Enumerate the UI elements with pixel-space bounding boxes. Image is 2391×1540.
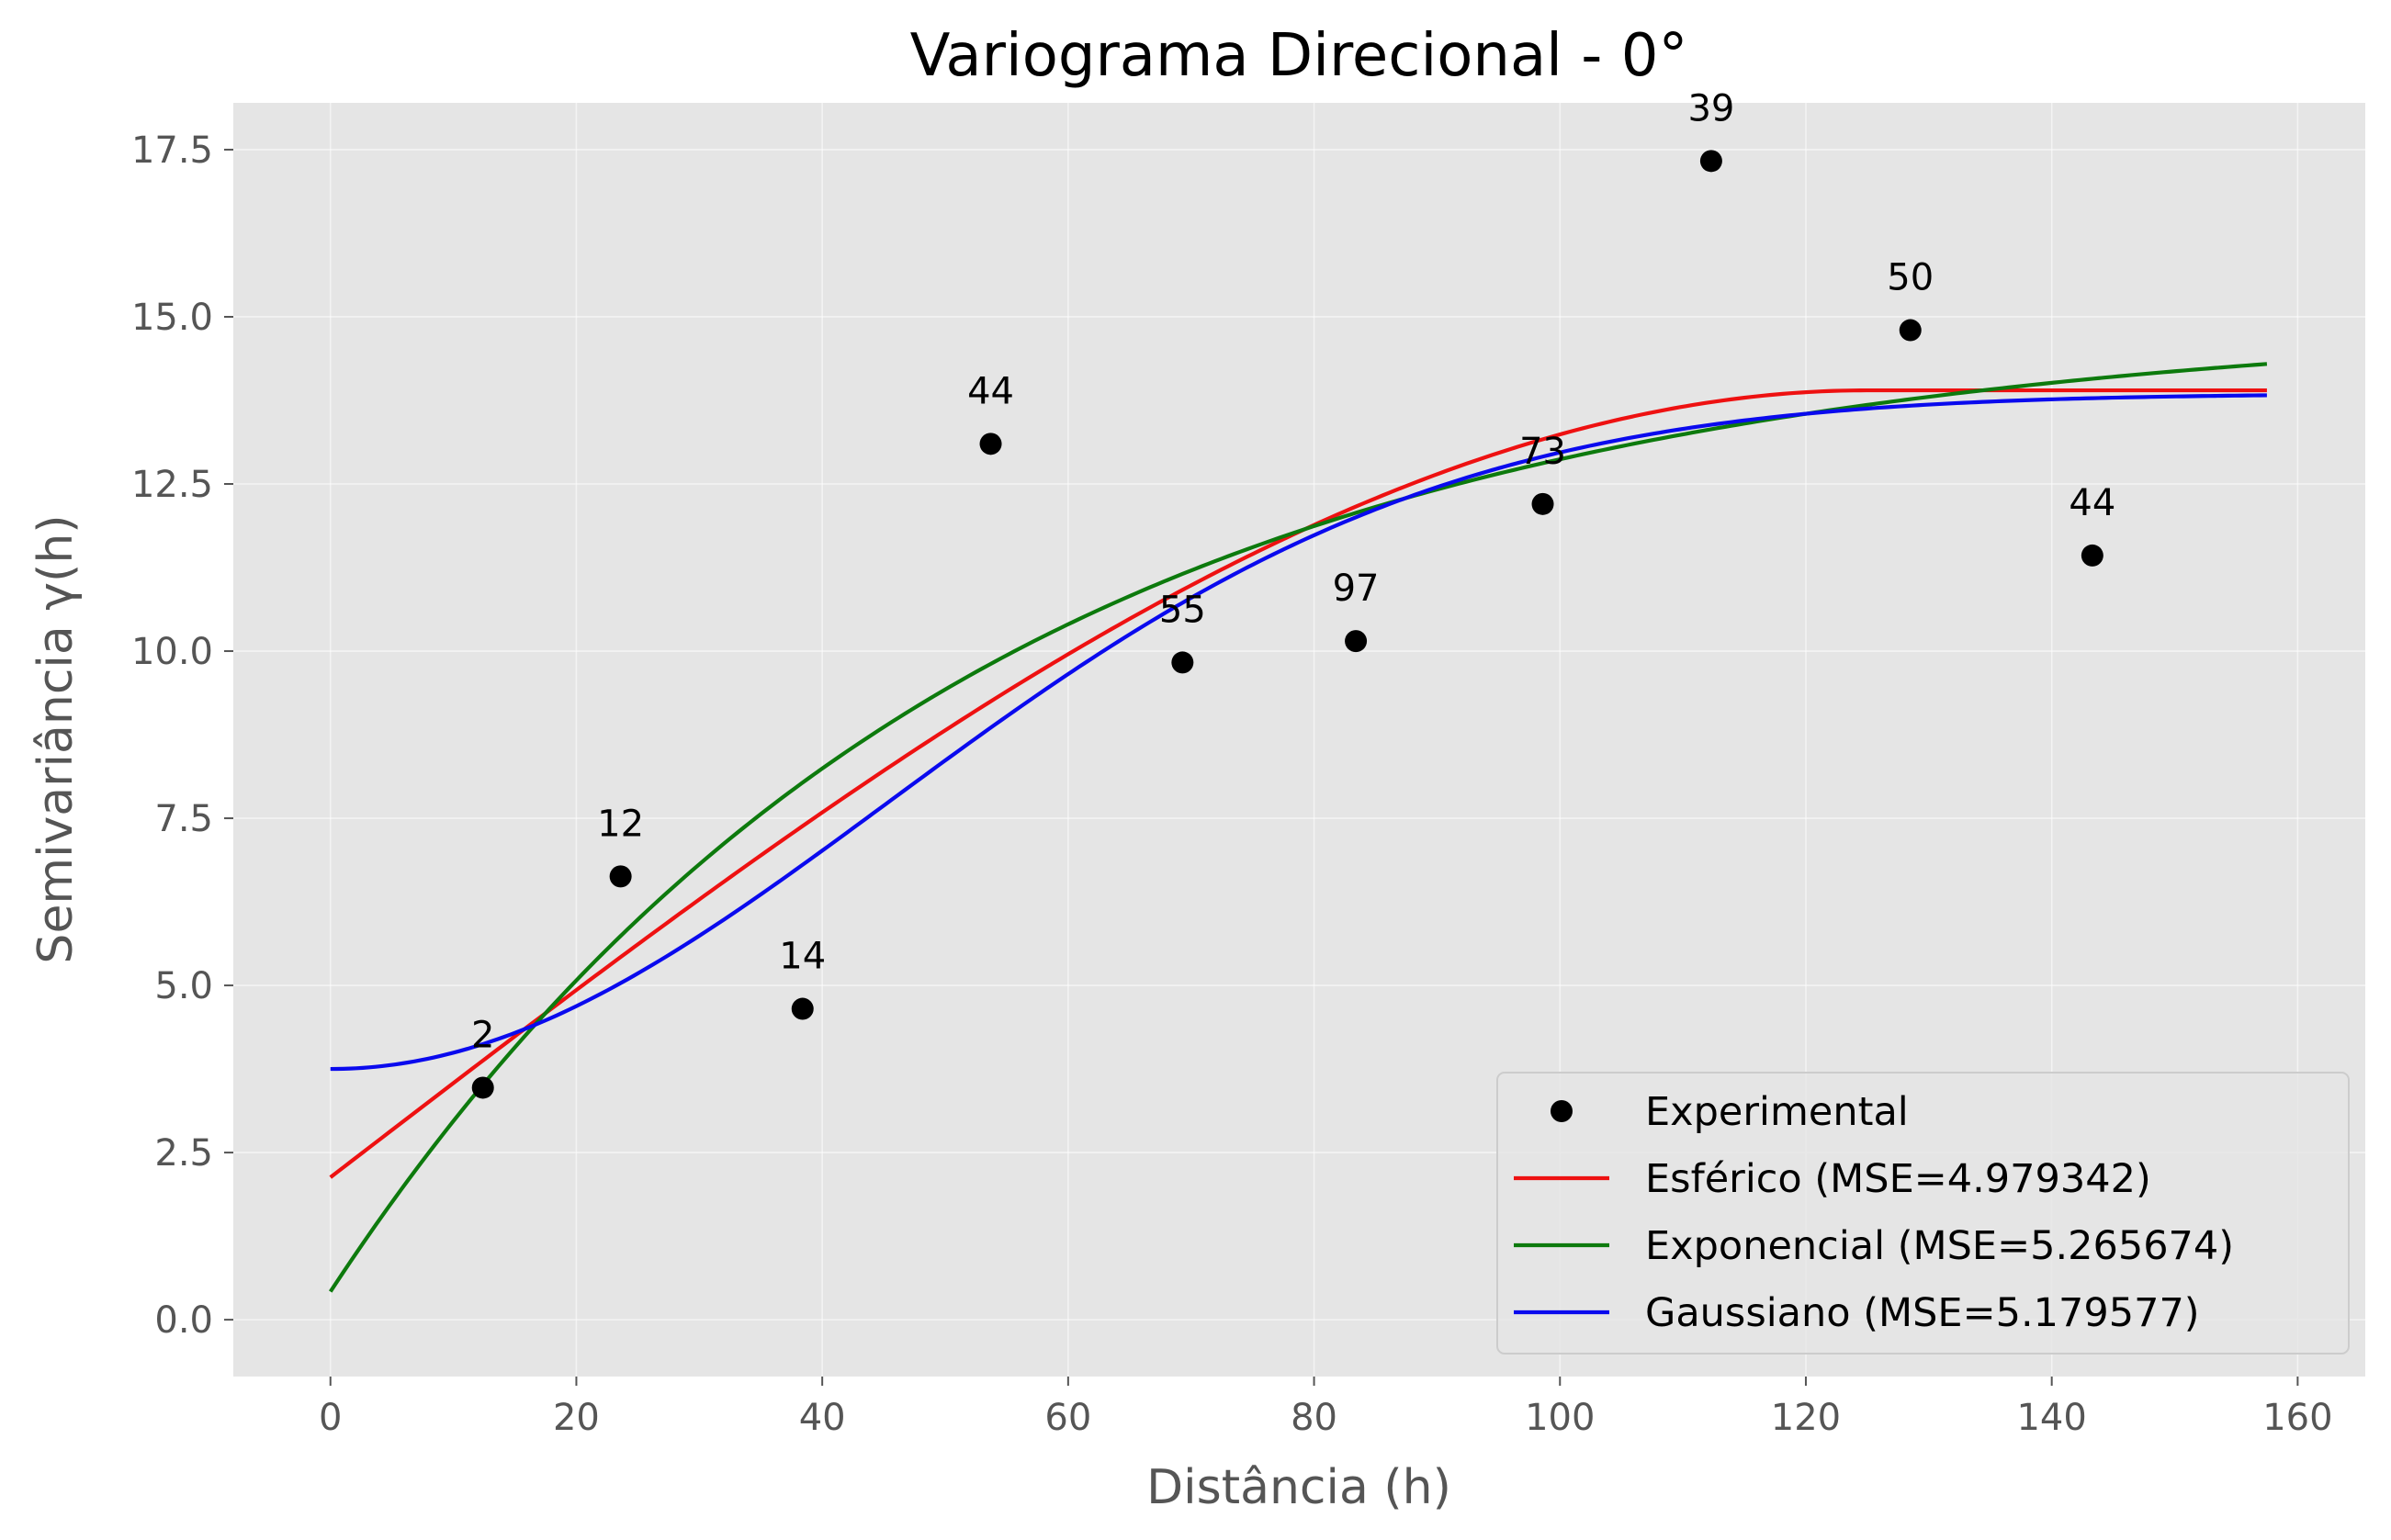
point-count-label: 44 — [2069, 482, 2115, 524]
x-tick-label: 60 — [1044, 1397, 1091, 1439]
legend-label-exponential: Exponencial (MSE=5.265674) — [1645, 1223, 2234, 1269]
point-count-label: 50 — [1887, 257, 1934, 299]
legend-label-experimental: Experimental — [1645, 1089, 1909, 1135]
y-tick-label: 0.0 — [154, 1299, 213, 1342]
series-line-gaussian — [330, 393, 2267, 1072]
y-tick-label: 2.5 — [154, 1132, 213, 1175]
y-axis-label: Semivariância γ(h) — [28, 514, 84, 963]
experimental-point — [471, 1076, 494, 1099]
point-count-label: 55 — [1159, 589, 1206, 631]
y-tick-label: 15.0 — [131, 297, 213, 339]
x-tick-label: 80 — [1291, 1397, 1337, 1439]
point-count-label: 97 — [1333, 568, 1380, 610]
y-tick-label: 7.5 — [154, 798, 213, 840]
experimental-point — [609, 865, 632, 888]
y-tick-label: 5.0 — [154, 965, 213, 1007]
x-tick-label: 20 — [553, 1397, 600, 1439]
x-tick-label: 120 — [1771, 1397, 1841, 1439]
point-count-label: 73 — [1519, 431, 1566, 473]
y-tick-label: 12.5 — [131, 464, 213, 506]
y-tick-label: 17.5 — [131, 129, 213, 172]
experimental-point — [1171, 651, 1194, 674]
x-tick-label: 0 — [319, 1397, 342, 1439]
legend-marker-experimental — [1551, 1100, 1573, 1122]
experimental-point — [979, 433, 1002, 455]
x-tick-label: 140 — [2016, 1397, 2086, 1439]
point-count-label: 14 — [779, 936, 826, 978]
legend: Experimental Esférico (MSE=4.979342) Expon… — [1496, 1072, 2350, 1355]
legend-label-spherical: Esférico (MSE=4.979342) — [1645, 1156, 2151, 1202]
y-axis-ticks: 0.0 2.5 5.0 7.5 10.0 12.5 15.0 17.5 — [131, 129, 233, 1342]
legend-box — [1496, 1072, 2350, 1355]
experimental-point — [1699, 150, 1722, 173]
experimental-point — [1899, 319, 1922, 342]
point-count-label: 39 — [1687, 87, 1734, 129]
model-curves — [328, 362, 2268, 1293]
series-line-exponential — [328, 362, 2268, 1293]
experimental-point — [791, 997, 814, 1020]
point-count-label: 44 — [967, 370, 1014, 412]
experimental-point — [2081, 544, 2103, 567]
experimental-point — [1345, 630, 1368, 653]
point-count-label: 2 — [471, 1014, 494, 1056]
x-tick-label: 100 — [1525, 1397, 1595, 1439]
x-tick-label: 160 — [2262, 1397, 2332, 1439]
legend-label-gaussian: Gaussiano (MSE=5.179577) — [1645, 1290, 2200, 1336]
x-axis-label: Distância (h) — [1146, 1460, 1451, 1515]
x-axis-ticks: 0 20 40 60 80 100 120 140 160 — [319, 1377, 2333, 1439]
experimental-points: 2 12 14 44 55 97 73 39 50 44 — [471, 87, 2115, 1099]
chart-title: Variograma Direcional - 0° — [910, 22, 1688, 90]
y-tick-label: 10.0 — [131, 631, 213, 673]
point-count-label: 12 — [597, 803, 644, 845]
x-tick-label: 40 — [799, 1397, 846, 1439]
experimental-point — [1531, 492, 1554, 515]
